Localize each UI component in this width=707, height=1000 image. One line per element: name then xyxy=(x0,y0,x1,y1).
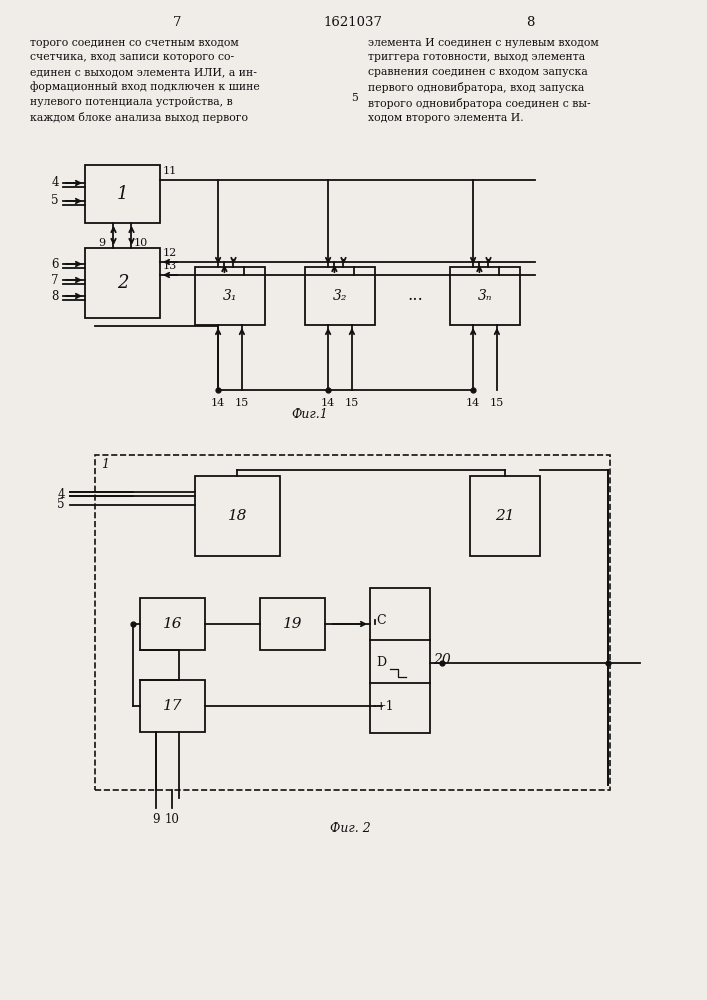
Text: ...: ... xyxy=(407,288,423,304)
Text: 12: 12 xyxy=(163,248,177,258)
Bar xyxy=(370,588,430,733)
Text: Фиг. 2: Фиг. 2 xyxy=(329,822,370,834)
Bar xyxy=(85,165,160,223)
Text: 8: 8 xyxy=(52,290,59,302)
Text: 11: 11 xyxy=(163,166,177,176)
Bar xyxy=(470,476,540,556)
Text: 2: 2 xyxy=(117,274,128,292)
Text: 13: 13 xyxy=(163,261,177,271)
Text: 1621037: 1621037 xyxy=(324,15,382,28)
Bar xyxy=(450,267,520,325)
Bar xyxy=(195,267,265,325)
Text: 14: 14 xyxy=(211,398,226,408)
Text: 15: 15 xyxy=(345,398,359,408)
Text: элемента И соединен с нулевым входом
триггера готовности, выход элемента
сравнен: элемента И соединен с нулевым входом три… xyxy=(368,38,599,123)
Bar xyxy=(260,598,325,650)
Text: 7: 7 xyxy=(52,273,59,286)
Text: C: C xyxy=(376,613,385,626)
Text: 16: 16 xyxy=(163,617,182,631)
Text: 5: 5 xyxy=(52,194,59,208)
Text: 15: 15 xyxy=(490,398,504,408)
Text: 20: 20 xyxy=(433,654,451,668)
Text: +1: +1 xyxy=(376,700,395,712)
Text: 8: 8 xyxy=(526,15,534,28)
Text: Фиг.1: Фиг.1 xyxy=(291,408,328,422)
Bar xyxy=(195,476,280,556)
Text: 1: 1 xyxy=(101,458,109,472)
Text: 10: 10 xyxy=(134,238,148,248)
Text: D: D xyxy=(376,656,386,670)
Text: 9: 9 xyxy=(98,238,105,248)
Text: 14: 14 xyxy=(321,398,335,408)
Text: 7: 7 xyxy=(173,15,181,28)
Text: 5: 5 xyxy=(351,93,358,103)
Bar xyxy=(305,267,375,325)
Text: 4: 4 xyxy=(57,488,65,500)
Text: 3ₙ: 3ₙ xyxy=(478,289,492,303)
Bar xyxy=(85,248,160,318)
Text: 3₁: 3₁ xyxy=(223,289,238,303)
Text: 3₂: 3₂ xyxy=(333,289,347,303)
Bar xyxy=(140,680,205,732)
Bar xyxy=(140,598,205,650)
Text: 5: 5 xyxy=(57,498,65,512)
Text: 9: 9 xyxy=(153,813,160,826)
Text: 1: 1 xyxy=(117,185,128,203)
Text: 14: 14 xyxy=(466,398,480,408)
Text: 17: 17 xyxy=(163,699,182,713)
Text: 21: 21 xyxy=(495,509,515,523)
Text: 4: 4 xyxy=(52,176,59,190)
Text: 6: 6 xyxy=(52,257,59,270)
Text: 19: 19 xyxy=(283,617,303,631)
Text: торого соединен со счетным входом
счетчика, вход записи которого со-
единен с вы: торого соединен со счетным входом счетчи… xyxy=(30,38,259,123)
Text: 15: 15 xyxy=(235,398,249,408)
Text: 10: 10 xyxy=(165,813,180,826)
Bar xyxy=(95,455,610,790)
Text: 18: 18 xyxy=(228,509,247,523)
